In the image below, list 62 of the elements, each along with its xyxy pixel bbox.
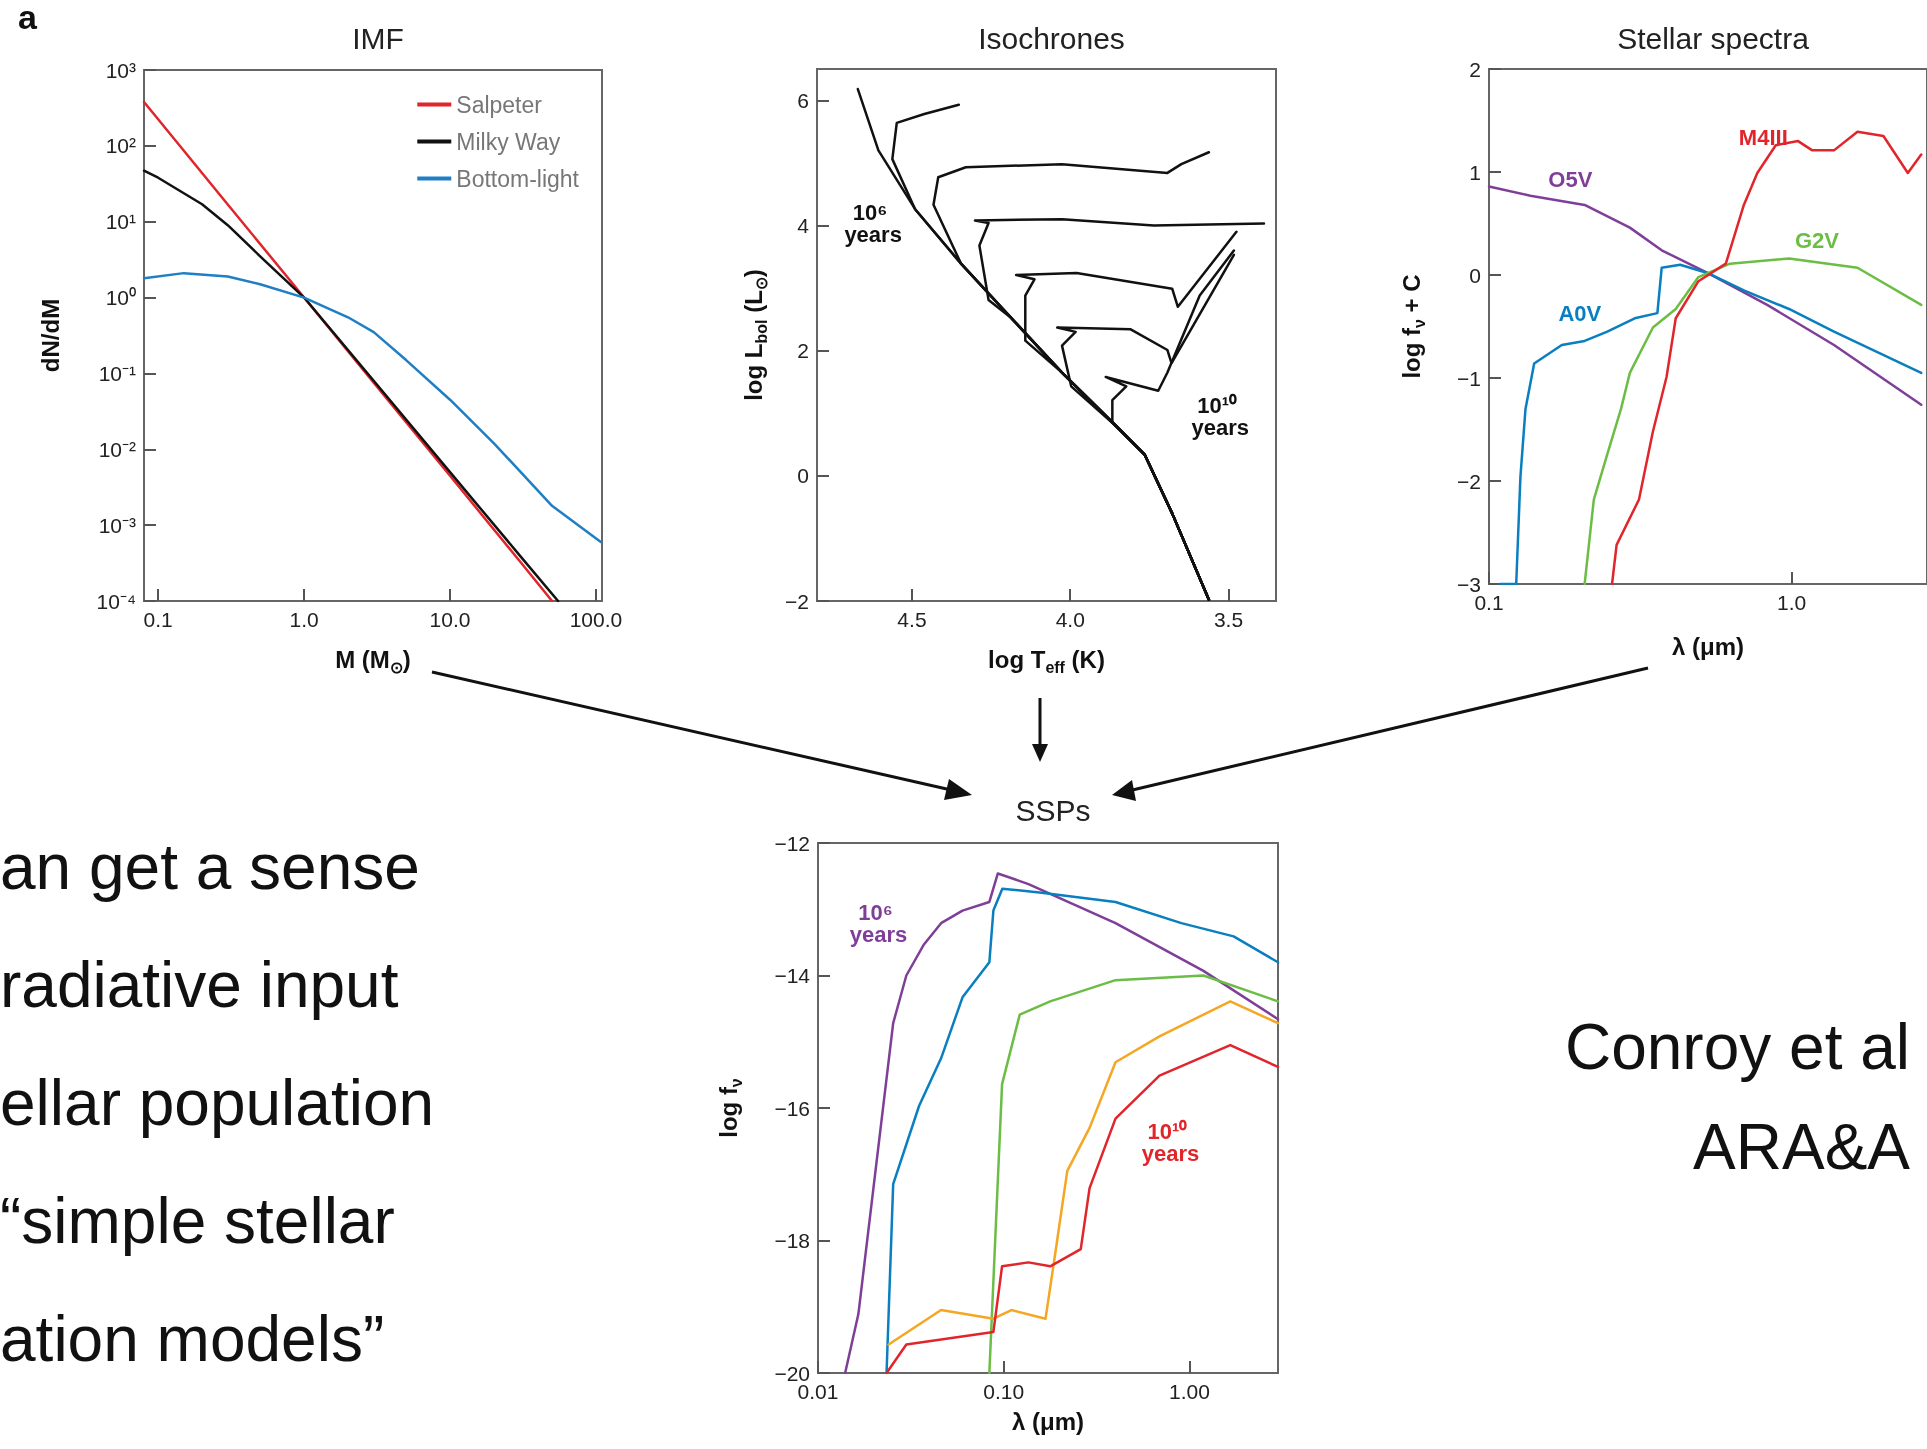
y-tick-label: 1: [1469, 160, 1481, 184]
legend-label: Salpeter: [456, 91, 543, 118]
text: radiative input: [0, 948, 400, 1023]
y-tick-label: 10¹: [105, 210, 136, 234]
text: an get a sense: [0, 830, 421, 905]
chart-title: IMF: [352, 21, 404, 55]
y-tick-label: 10⁻⁴: [96, 589, 136, 613]
y-tick-label: −14: [774, 964, 811, 987]
text: ARA&A: [1692, 1110, 1910, 1185]
y-tick-label: −16: [774, 1096, 810, 1120]
y-tick-label: 10²: [105, 134, 136, 158]
series-label: 10⁶ years: [849, 899, 908, 947]
x-axis-title: λ (μm): [1011, 1407, 1085, 1435]
y-tick-label: 2: [1469, 57, 1481, 81]
x-tick-label: 1.0: [1777, 591, 1807, 614]
y-tick-label: −18: [774, 1229, 810, 1252]
y-tick-label: 0: [1469, 263, 1481, 287]
y-axis-title: log fν + C: [1397, 274, 1428, 379]
chart-title: SSPs: [1015, 793, 1091, 827]
x-tick-label: 10.0: [429, 608, 471, 631]
y-tick-label: 10⁻²: [98, 437, 136, 461]
legend-label: Bottom-light: [456, 165, 580, 192]
text: a: [18, 0, 38, 36]
x-tick-label: 3.5: [1213, 608, 1244, 631]
series-label: 10¹⁰ years: [1141, 1119, 1200, 1167]
text: ation models”: [0, 1302, 386, 1377]
x-axis-title: λ (μm): [1671, 632, 1745, 660]
series-label: M4III: [1738, 124, 1788, 150]
series-label: A0V: [1558, 300, 1602, 326]
y-tick-label: 4: [797, 213, 810, 237]
y-tick-label: 6: [797, 88, 809, 112]
y-tick-label: −1: [1457, 366, 1481, 390]
chart-title: Stellar spectra: [1617, 21, 1810, 55]
y-tick-label: −2: [1457, 469, 1481, 493]
y-tick-label: 10⁻³: [98, 513, 136, 537]
y-tick-label: −12: [774, 831, 810, 855]
x-tick-label: 4.0: [1055, 608, 1085, 631]
y-tick-label: −2: [785, 589, 809, 613]
y-tick-label: 0: [797, 464, 809, 488]
x-tick-label: 0.1: [143, 608, 173, 631]
y-tick-label: 10⁻¹: [98, 361, 136, 385]
x-tick-label: 4.5: [897, 608, 927, 631]
x-tick-label: 100.0: [569, 608, 623, 631]
series-label: 10⁶ years: [844, 199, 902, 247]
y-axis-title: log Lbol (L⊙): [739, 269, 770, 401]
x-axis-title: M (M⊙): [335, 645, 411, 676]
y-tick-label: 2: [797, 339, 809, 363]
text: Conroy et al: [1563, 1010, 1910, 1085]
series-label: 10¹⁰ years: [1191, 393, 1249, 441]
series-label: O5V: [1548, 167, 1593, 193]
text: “simple stellar: [0, 1184, 396, 1259]
x-tick-label: 0.10: [983, 1380, 1025, 1403]
x-tick-label: 1.00: [1168, 1380, 1210, 1403]
series-label: G2V: [1794, 228, 1840, 254]
chart-title: Isochrones: [978, 21, 1125, 55]
y-axis-title: dN/dM: [36, 298, 64, 373]
text: ellar population: [0, 1066, 436, 1141]
y-axis-title: log fν: [714, 1078, 745, 1138]
legend-label: Milky Way: [456, 128, 561, 155]
y-tick-label: 10³: [105, 58, 136, 82]
y-tick-label: 10⁰: [105, 286, 136, 310]
x-tick-label: 1.0: [289, 608, 319, 631]
